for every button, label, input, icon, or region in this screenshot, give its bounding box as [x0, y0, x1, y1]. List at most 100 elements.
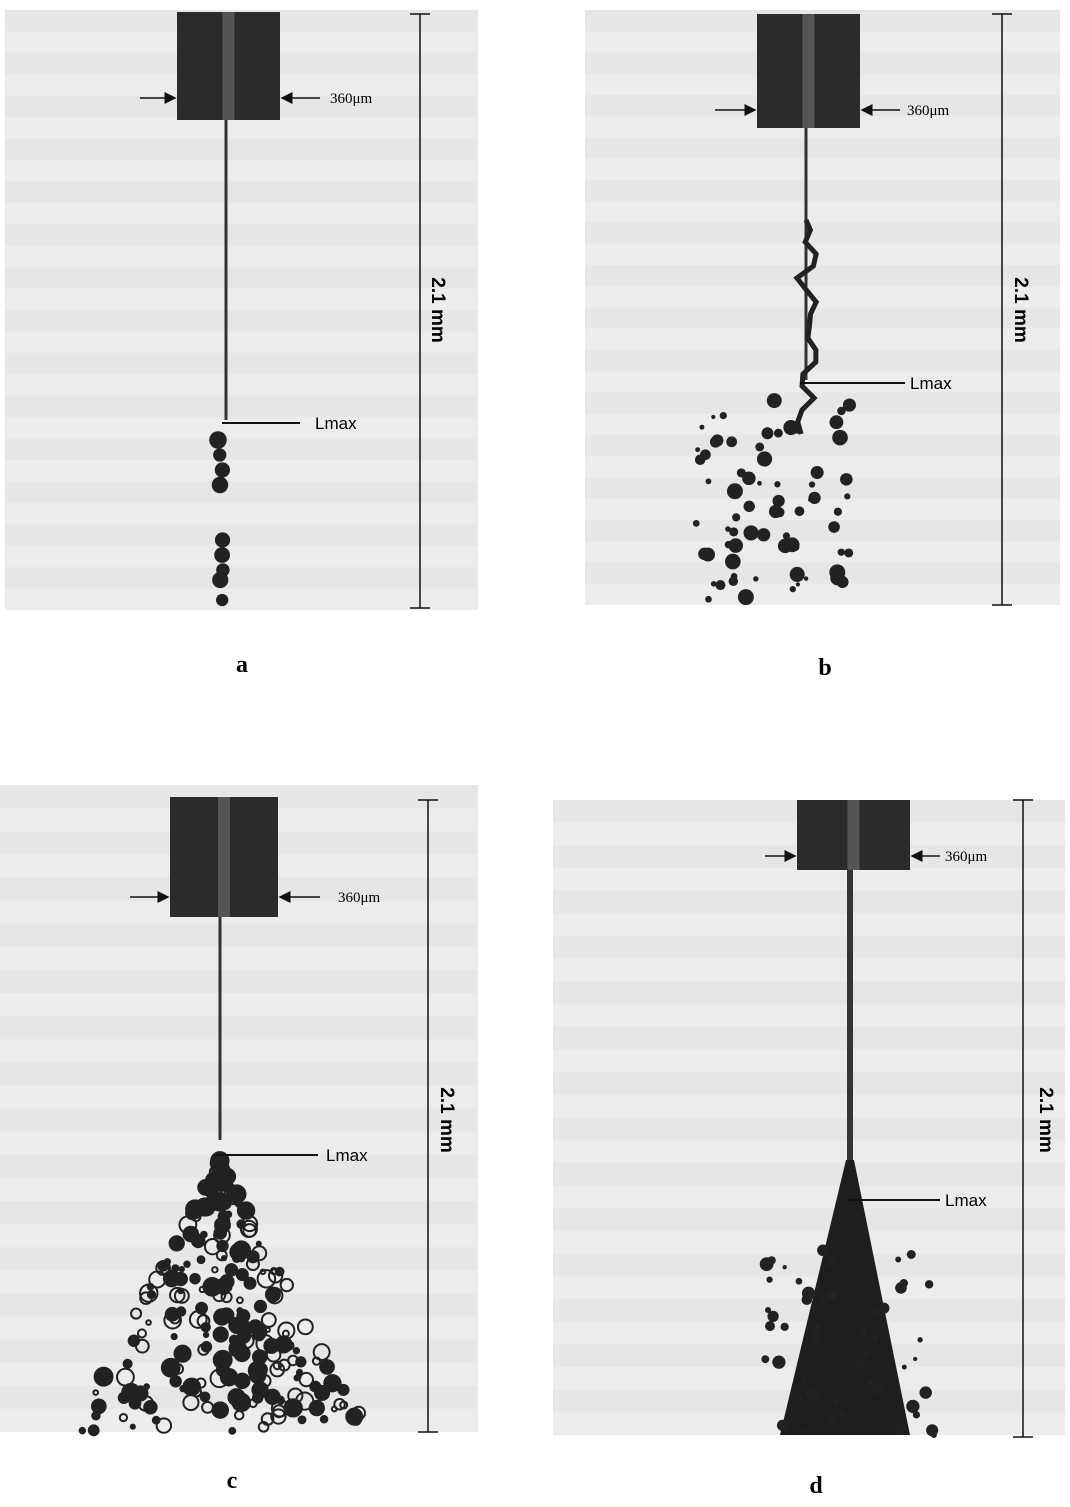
droplet: [756, 528, 771, 542]
photo-texture: [585, 520, 1060, 542]
droplet: [766, 1276, 773, 1283]
droplet: [695, 447, 701, 453]
droplet: [705, 478, 712, 485]
droplet: [296, 1318, 314, 1336]
droplet: [239, 1311, 247, 1320]
droplet: [279, 1277, 294, 1293]
photo-texture: [5, 181, 478, 203]
panel: 2.1 mm 360μm Lmax b: [585, 10, 1060, 681]
droplet: [209, 431, 227, 449]
droplet: [182, 1393, 200, 1412]
droplet: [803, 576, 809, 581]
droplet: [236, 1201, 256, 1220]
photo-texture: [5, 224, 478, 246]
droplet: [214, 532, 231, 548]
droplet: [122, 1358, 133, 1369]
droplet: [906, 1250, 916, 1259]
droplet: [145, 1319, 152, 1326]
droplet: [236, 1307, 244, 1315]
droplet: [726, 483, 743, 500]
droplet: [213, 1226, 227, 1240]
panel: 2.1 mm 360μm Lmax d: [553, 799, 1065, 1499]
droplet: [143, 1383, 150, 1391]
droplet: [256, 1269, 277, 1289]
droplet: [100, 1371, 108, 1379]
droplet: [808, 481, 816, 488]
droplet: [312, 1343, 331, 1362]
droplet: [129, 1423, 136, 1430]
droplet: [765, 1321, 775, 1332]
droplet: [710, 581, 717, 587]
photo-texture: [553, 1026, 1065, 1050]
droplet: [91, 1411, 101, 1421]
nozzle-highlight: [222, 12, 235, 120]
droplet: [730, 573, 738, 580]
droplet: [828, 521, 840, 533]
droplet: [913, 1356, 918, 1362]
droplet: [211, 1401, 229, 1419]
droplet: [90, 1398, 107, 1415]
droplet: [755, 442, 765, 452]
droplet: [842, 398, 856, 412]
droplet: [766, 393, 782, 409]
photo-texture: [5, 524, 478, 546]
droplet: [796, 1397, 803, 1403]
scale-label: 2.1 mm: [427, 277, 448, 342]
droplet: [92, 1389, 100, 1396]
droplet: [169, 1375, 182, 1388]
droplet: [832, 429, 848, 446]
droplet: [168, 1235, 185, 1252]
droplet: [711, 414, 716, 420]
droplet: [737, 589, 754, 606]
photo-texture: [585, 477, 1060, 499]
scale-label: 2.1 mm: [436, 1087, 457, 1152]
nozzle-width-label: 360μm: [907, 103, 950, 119]
droplet: [183, 1260, 191, 1268]
droplet: [782, 1265, 787, 1270]
droplet: [93, 1366, 114, 1387]
photo-texture: [553, 936, 1065, 959]
droplet: [230, 1193, 240, 1203]
droplet: [319, 1359, 335, 1375]
droplet: [878, 1302, 890, 1314]
photo-texture: [585, 180, 1060, 202]
droplet: [780, 1322, 789, 1331]
droplet: [789, 566, 805, 582]
droplet: [214, 462, 230, 478]
droplet: [871, 1335, 879, 1343]
droplet: [345, 1407, 364, 1426]
scale-label: 2.1 mm: [1035, 1087, 1056, 1152]
droplet: [130, 1307, 143, 1320]
droplet: [228, 1426, 237, 1435]
droplet: [178, 1215, 198, 1235]
droplet: [773, 428, 783, 438]
droplet: [732, 513, 741, 522]
droplet: [782, 532, 791, 540]
droplet: [919, 1386, 932, 1399]
droplet: [216, 593, 229, 607]
lmax-label: Lmax: [326, 1146, 368, 1165]
nozzle-width-label: 360μm: [330, 91, 373, 107]
droplet: [236, 1219, 247, 1229]
droplet: [319, 1414, 329, 1424]
droplet: [278, 1398, 285, 1405]
droplet: [774, 481, 781, 488]
droplet: [264, 1286, 281, 1303]
droplet: [78, 1426, 87, 1435]
droplet: [219, 1368, 239, 1387]
droplet: [757, 480, 762, 486]
photo-texture: [553, 1162, 1065, 1186]
droplet: [206, 1186, 223, 1203]
droplet: [251, 1323, 268, 1340]
droplet: [259, 1268, 267, 1276]
photo-texture: [585, 222, 1060, 244]
nozzle-width-label: 360μm: [945, 849, 988, 865]
droplet: [854, 1359, 866, 1370]
photo-texture: [0, 1016, 478, 1040]
droplet: [170, 1332, 178, 1341]
droplet: [137, 1395, 155, 1412]
scale-label: 2.1 mm: [1010, 277, 1031, 342]
droplet: [743, 500, 755, 513]
